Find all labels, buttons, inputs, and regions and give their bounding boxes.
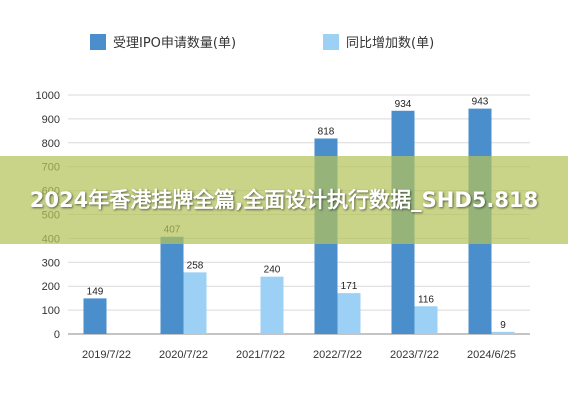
x-tick-label: 2019/7/22: [82, 349, 131, 361]
data-label-series-1: 818: [318, 126, 335, 137]
y-tick-label: 200: [42, 281, 60, 293]
x-tick-label: 2024/6/25: [467, 349, 516, 361]
y-tick-label: 800: [42, 138, 60, 150]
x-tick-label: 2021/7/22: [236, 349, 285, 361]
y-tick-label: 300: [42, 257, 60, 269]
overlay-banner: 2024年香港挂牌全篇,全面设计执行数据_SHD5.818: [0, 156, 568, 244]
legend: 受理IPO申请数量(单) 同比增加数(单): [90, 34, 434, 51]
x-tick-label: 2023/7/22: [390, 349, 439, 361]
data-label-series-2: 9: [500, 320, 506, 331]
legend-label-series-1: 受理IPO申请数量(单): [113, 36, 236, 51]
bar-series-1: [160, 236, 184, 334]
bar-series-2: [414, 306, 438, 334]
bar-series-2: [260, 276, 284, 334]
legend-label-series-2: 同比增加数(单): [346, 36, 434, 51]
data-label-series-1: 934: [395, 99, 412, 110]
x-axis: 2019/7/22 2020/7/22 2021/7/22 2022/7/22 2023…: [82, 349, 516, 361]
legend-swatch-series-2: [323, 34, 339, 50]
x-tick-label: 2022/7/22: [313, 349, 362, 361]
legend-swatch-series-1: [90, 34, 106, 50]
data-label-series-2: 258: [187, 260, 204, 271]
data-label-series-1: 149: [87, 286, 104, 297]
x-tick-label: 2020/7/22: [159, 349, 208, 361]
bar-series-2: [183, 272, 207, 334]
data-label-series-2: 116: [418, 294, 434, 305]
y-tick-label: 100: [42, 305, 60, 317]
data-label-series-2: 240: [264, 265, 281, 276]
bar-series-1: [83, 298, 107, 334]
banner-title: 2024年香港挂牌全篇,全面设计执行数据_SHD5.818: [29, 187, 539, 212]
bar-series-2: [491, 331, 515, 334]
y-tick-label: 1000: [36, 90, 60, 102]
data-label-series-1: 943: [472, 97, 489, 108]
y-tick-label: 0: [54, 329, 60, 341]
bar-series-2: [337, 293, 361, 334]
data-label-series-2: 171: [341, 281, 358, 292]
y-tick-label: 900: [42, 114, 60, 126]
